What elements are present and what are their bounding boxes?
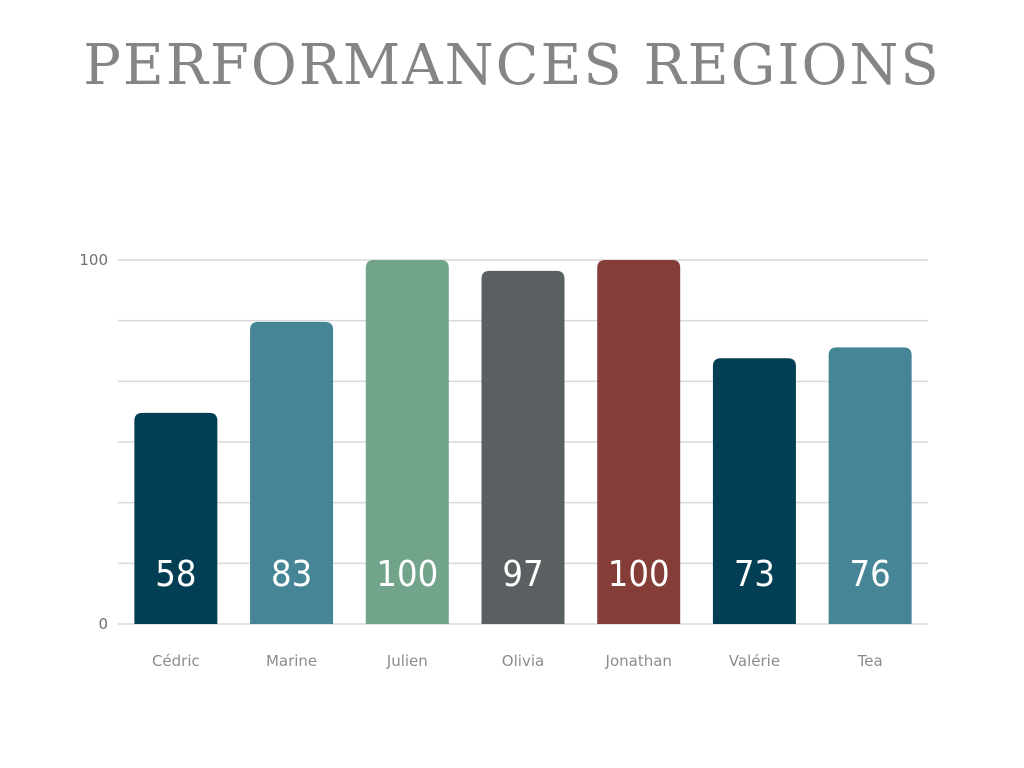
bar bbox=[712, 358, 796, 624]
x-tick-label: Marine bbox=[266, 652, 317, 670]
x-tick-label: Valérie bbox=[729, 652, 780, 670]
x-tick-label: Julien bbox=[386, 652, 428, 670]
bars: 58 83 100 97 100 73 76 bbox=[134, 260, 912, 624]
x-tick-label: Cédric bbox=[152, 652, 200, 670]
x-tick-label: Olivia bbox=[502, 652, 544, 670]
bar bbox=[481, 270, 565, 624]
data-label: 97 bbox=[502, 554, 543, 595]
bar bbox=[365, 260, 449, 624]
x-tick-label: Tea bbox=[857, 652, 883, 670]
data-label: 73 bbox=[734, 554, 775, 595]
bar bbox=[134, 412, 218, 624]
data-label: 76 bbox=[850, 554, 891, 595]
data-label: 100 bbox=[376, 554, 438, 595]
bar bbox=[250, 321, 334, 624]
bar bbox=[828, 347, 912, 624]
data-label: 58 bbox=[155, 554, 196, 595]
bar bbox=[597, 260, 681, 624]
data-label: 83 bbox=[271, 554, 312, 595]
y-tick-label: 0 bbox=[98, 615, 108, 633]
x-tick-label: Jonathan bbox=[605, 652, 672, 670]
y-tick-label: 100 bbox=[79, 251, 108, 269]
x-axis: Cédric Marine Julien Olivia Jonathan Valérie T… bbox=[152, 652, 883, 670]
y-axis: 0 100 bbox=[79, 251, 108, 633]
data-label: 100 bbox=[608, 554, 670, 595]
chart-title: PERFORMANCES REGIONS bbox=[83, 33, 941, 98]
